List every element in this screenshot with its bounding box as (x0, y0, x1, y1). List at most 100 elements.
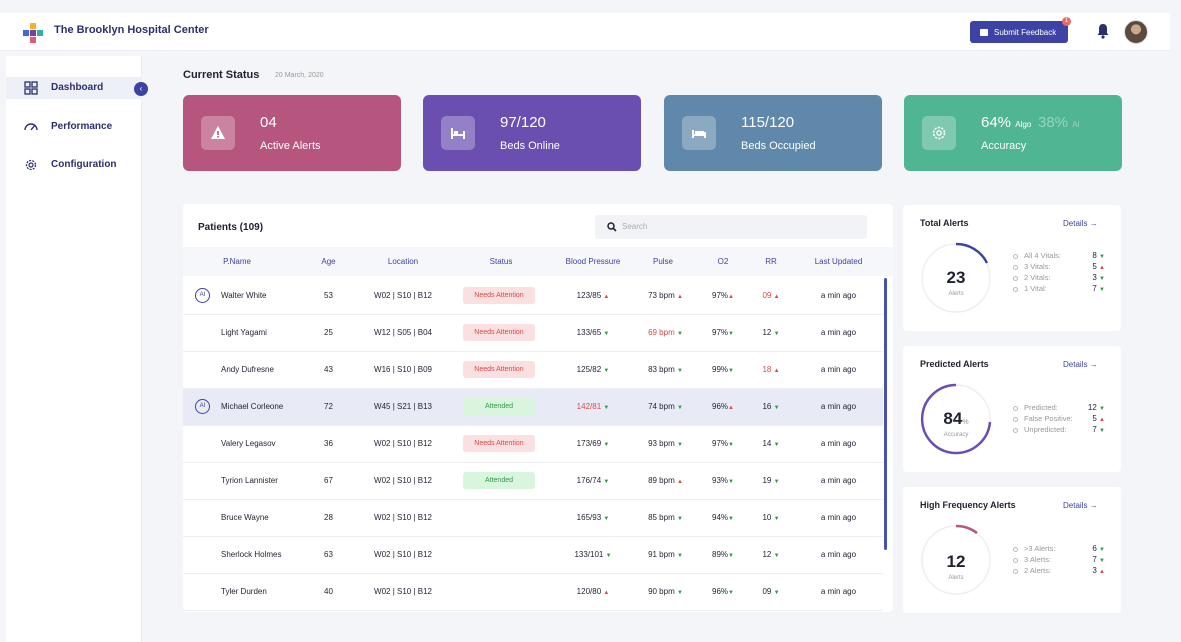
bell-icon[interactable] (1096, 23, 1110, 39)
trend-icon: ▼ (728, 442, 734, 448)
breakdown-label: 1 Vital: (1024, 284, 1047, 293)
pulse-value: 69 bpm (648, 328, 675, 337)
column-header[interactable]: RR (765, 257, 777, 266)
rr-value: 09 (762, 587, 772, 596)
patient-location: W02 | S10 | B12 (374, 439, 432, 448)
breakdown-number: 7 (1092, 555, 1097, 564)
column-header[interactable]: Last Updated (814, 257, 863, 266)
patient-location: W02 | S10 | B12 (374, 291, 432, 300)
column-header[interactable]: Status (489, 257, 513, 266)
last-updated: a min ago (820, 291, 857, 300)
column-header[interactable]: O2 (717, 257, 729, 266)
patient-age: 72 (324, 402, 333, 411)
stat-value: 04 (260, 114, 277, 131)
bullet-icon (1013, 417, 1018, 422)
user-avatar[interactable] (1124, 20, 1148, 44)
table-row[interactable]: AI Michael Corleone 72 W45 | S21 | B13 Atten… (183, 389, 883, 426)
trend-icon: ▼ (676, 516, 683, 522)
details-link[interactable]: Details → (1063, 501, 1098, 510)
breakdown-label: 2 Alerts: (1024, 566, 1052, 575)
breakdown-label: Predicted: (1024, 403, 1058, 412)
bullet-icon (1013, 428, 1018, 433)
breakdown-number: 12 (1087, 403, 1097, 412)
trend-icon: ▲ (728, 405, 734, 411)
beds-online-card[interactable]: 97/120 Beds Online (423, 95, 641, 171)
stat-ai-value: 38% AI (1038, 114, 1080, 131)
breakdown-value: 3 ▼ (1092, 273, 1105, 282)
bullet-icon (1013, 406, 1018, 411)
column-header[interactable]: Age (321, 257, 336, 266)
bullet-icon (1013, 287, 1018, 292)
pulse-value: 85 bpm (648, 513, 675, 522)
o2-value: 97% (712, 328, 729, 337)
pulse: 91 bpm ▼ (638, 550, 693, 559)
sidebar-item-performance[interactable]: Performance (6, 116, 142, 138)
blood-pressure: 173/69 ▼ (563, 439, 623, 448)
trend-icon: ▼ (1099, 428, 1105, 434)
table-row[interactable]: Tyrion Lannister 67 W02 | S10 | B12 Attende… (183, 463, 883, 500)
blood-pressure: 133/65 ▼ (563, 328, 623, 337)
stat-label: Beds Occupied (741, 140, 816, 152)
beds-occupied-card[interactable]: 115/120 Beds Occupied (664, 95, 882, 171)
table-scrollbar[interactable] (884, 278, 887, 550)
trend-icon: ▼ (676, 368, 683, 374)
patient-name: Tyrion Lannister (221, 476, 278, 485)
trend-icon: ▼ (603, 368, 610, 374)
breakdown-value: 5 ▲ (1092, 414, 1105, 423)
column-header[interactable]: Pulse (652, 257, 673, 266)
status-badge: Attended (463, 472, 535, 489)
trend-icon: ▲ (1099, 265, 1105, 271)
o2: 93%▼ (703, 476, 743, 485)
trend-icon: ▼ (773, 516, 780, 522)
search-placeholder: Search (622, 222, 648, 231)
trend-icon: ▼ (1099, 547, 1105, 553)
table-row[interactable]: Valery Legasov 36 W02 | S10 | B12 Needs Att… (183, 426, 883, 463)
table-row[interactable]: Andy Dufresne 43 W16 | S10 | B09 Needs Atte… (183, 352, 883, 389)
sidebar-item-configuration[interactable]: Configuration (6, 154, 142, 176)
submit-feedback-label: Submit Feedback (994, 27, 1057, 37)
trend-icon: ▲ (1099, 569, 1105, 575)
table-row[interactable]: Sherlock Holmes 63 W02 | S10 | B12 133/101 … (183, 537, 883, 574)
patient-name: Valery Legasov (221, 439, 276, 448)
o2-value: 94% (712, 513, 729, 522)
details-link[interactable]: Details → (1063, 360, 1098, 369)
patient-age: 43 (324, 365, 333, 374)
active-alerts-card[interactable]: 04 Active Alerts (183, 95, 401, 171)
gear-icon (922, 116, 956, 150)
o2-value: 96% (712, 402, 729, 411)
total-alerts-caption: Alerts (948, 291, 964, 297)
pulse-value: 74 bpm (648, 402, 675, 411)
stat-value: 97/120 (500, 114, 546, 131)
last-updated: a min ago (820, 587, 857, 596)
table-row[interactable]: Light Yagami 25 W12 | S05 | B04 Needs Atten… (183, 315, 883, 352)
blood-pressure: 125/82 ▼ (563, 365, 623, 374)
column-header[interactable]: P.Name (223, 257, 251, 266)
trend-icon: ▲ (728, 294, 734, 300)
pulse: 73 bpm ▲ (638, 291, 693, 300)
table-row[interactable]: Bruce Wayne 28 W02 | S10 | B12 165/93 ▼ 85 b… (183, 500, 883, 537)
submit-feedback-button[interactable]: Submit Feedback (970, 21, 1068, 43)
o2: 97%▼ (703, 328, 743, 337)
table-row[interactable]: AI Walter White 53 W02 | S10 | B12 Needs Att… (183, 278, 883, 315)
search-input[interactable]: Search (595, 215, 867, 239)
trend-icon: ▼ (1099, 406, 1105, 412)
accuracy-algo-value: 64% (981, 114, 1012, 131)
column-header[interactable]: Blood Pressure (565, 257, 621, 266)
column-header[interactable]: Location (387, 257, 419, 266)
patient-name: Sherlock Holmes (221, 550, 282, 559)
stat-value: 64% Algo (981, 114, 1031, 131)
accuracy-card[interactable]: 64% Algo 38% AI Accuracy (904, 95, 1122, 171)
breakdown-label: False Positive: (1024, 414, 1073, 423)
trend-icon: ▼ (605, 553, 612, 559)
predicted-value-number: 84 (943, 409, 963, 428)
details-link[interactable]: Details → (1063, 219, 1098, 228)
bullet-icon (1013, 547, 1018, 552)
trend-icon: ▼ (773, 590, 780, 596)
alert-breakdown-item: Unpredicted: 7 ▼ (1013, 425, 1105, 436)
stat-label: Accuracy (981, 140, 1027, 152)
sidebar-collapse-button[interactable]: ‹ (134, 82, 148, 96)
rr: 14 ▼ (751, 439, 791, 448)
sidebar-item-dashboard[interactable]: Dashboard (6, 77, 142, 99)
table-row[interactable]: Tyler Durden 40 W02 | S10 | B12 120/80 ▲ 90 … (183, 574, 883, 611)
patient-age: 67 (324, 476, 333, 485)
